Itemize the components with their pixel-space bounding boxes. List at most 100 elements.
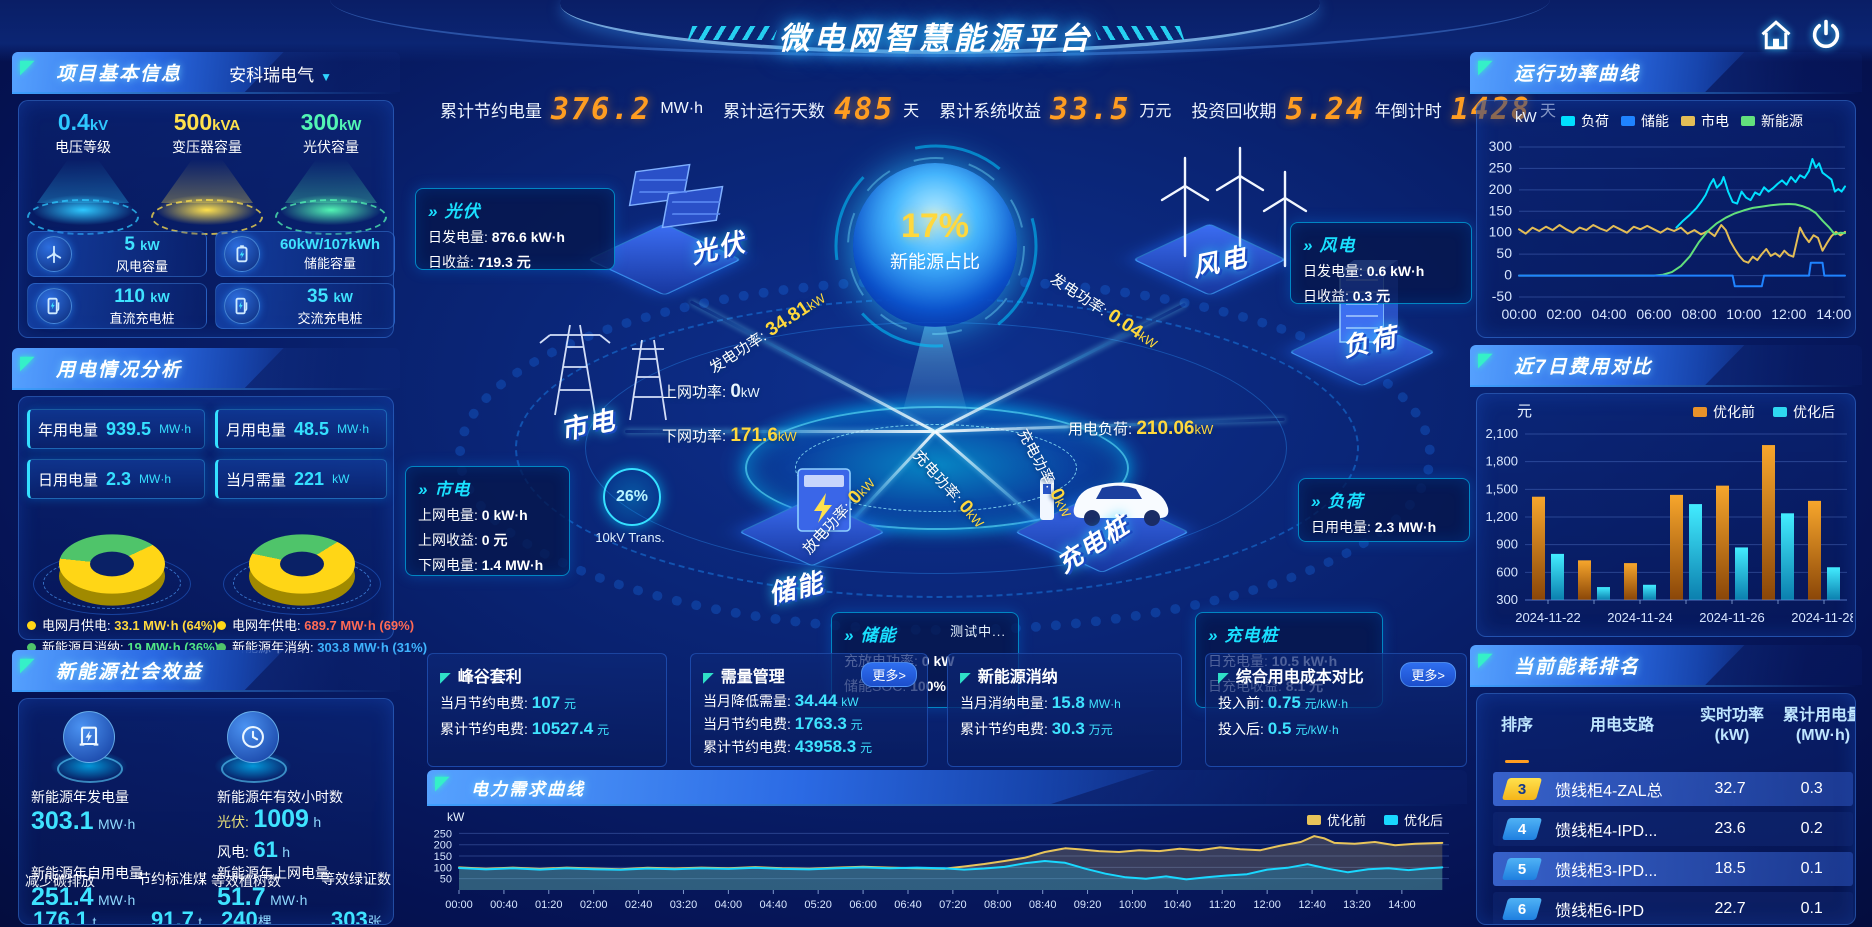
svg-text:0: 0 — [1504, 267, 1512, 283]
company-select[interactable]: 安科瑞电气 ▼ — [229, 61, 332, 86]
selfuse-value: 251.4 MW·h — [31, 883, 135, 912]
power: 22.7 — [1714, 900, 1746, 917]
row-value: 10527.4 — [531, 719, 594, 738]
svg-text:02:00: 02:00 — [580, 899, 608, 911]
chevron-icon: » — [844, 626, 855, 645]
row-unit: 元/kW·h — [1295, 723, 1339, 737]
svg-text:02:40: 02:40 — [625, 899, 653, 911]
clock-icon — [227, 711, 279, 763]
usage-unit: MW·h — [159, 422, 192, 436]
card-title: 需量管理 — [720, 669, 785, 686]
social-body: 新能源年发电量 303.1 MW·h 新能源年有效小时数 光伏: 1009 h … — [18, 698, 394, 925]
transformer-label: 10kV Trans. — [595, 530, 665, 545]
kpi-value: 376.2 — [551, 91, 652, 127]
header-arc-outer — [330, 0, 1550, 57]
line-label: 日收益: — [1303, 288, 1349, 304]
legend-item-load[interactable]: 负荷 — [1561, 111, 1609, 131]
col-energy-unit: (MW·h) — [1795, 727, 1851, 744]
kpi-label: 累计运行天数 — [722, 101, 825, 121]
row-value: 0.75 — [1267, 693, 1301, 712]
usage-label: 日用电量 — [38, 471, 99, 489]
panel-usage-analysis: ◤ 用电情况分析 年用电量 939.5 MW·h 月用电量 48.5 MW·h 日用电量… — [12, 348, 427, 655]
donut-month — [33, 509, 191, 615]
ac-charger-icon — [224, 288, 260, 324]
more-button[interactable]: 更多> — [1400, 662, 1456, 687]
solar-panels-icon — [628, 163, 724, 229]
legend-item-post[interactable]: 优化后 — [1383, 810, 1443, 829]
flow-label: 用电负荷: — [1068, 421, 1133, 438]
usage-demand: 当月需量 221 kW — [215, 459, 387, 499]
renewable-percent-label: 新能源占比 — [890, 252, 980, 272]
svg-text:1,800: 1,800 — [1485, 454, 1518, 469]
card-title: 新能源消纳 — [977, 669, 1058, 686]
card-cost-compare: ◤ 综合用电成本对比 更多> 投入前: 0.75 元/kW·h 投入后: 0.5 … — [1205, 653, 1467, 767]
legend-swatch — [1621, 116, 1635, 126]
header-arc-inner — [560, 0, 1320, 54]
y-axis-unit: kW — [1515, 109, 1537, 126]
col-branch: 用电支路 — [1589, 717, 1654, 734]
wind-turbine-icon — [36, 236, 72, 272]
col-power-unit: (kW) — [1714, 727, 1750, 744]
panel-title: 新能源社会效益 — [56, 662, 204, 683]
row-value: 34.44 — [794, 691, 838, 710]
svg-text:100: 100 — [1489, 224, 1513, 240]
kpi-run-days: 累计运行天数 485 天 — [723, 92, 919, 127]
legend-item-pre[interactable]: 优化前 — [1693, 402, 1755, 422]
kpi-unit: 年 — [1374, 103, 1391, 120]
row-label: 投入前: — [1218, 695, 1264, 711]
wind-turbines-icon — [1160, 146, 1308, 268]
kpi-value: 5.24 — [1285, 91, 1366, 127]
panel-title: 电力需求曲线 — [471, 780, 585, 799]
legend-item-grid[interactable]: 市电 — [1681, 111, 1729, 131]
legend-item-storage[interactable]: 储能 — [1621, 111, 1669, 131]
cert-value: 303张 — [331, 907, 382, 924]
panel-title: 当前能耗排名 — [1514, 657, 1641, 678]
wind-label: 风电: — [217, 844, 249, 860]
usage-year: 年用电量 939.5 MW·h — [27, 409, 205, 449]
svg-text:02:00: 02:00 — [1546, 306, 1581, 322]
row-unit: 元 — [597, 723, 610, 737]
row-label: 累计节约电费: — [960, 721, 1048, 737]
line-value: 0.6 kW·h — [1366, 263, 1425, 279]
header-bar: 微电网智慧能源平台 — [0, 0, 1872, 62]
row-value: 15.8 — [1051, 693, 1085, 712]
chevron-icon: » — [428, 202, 439, 221]
spot-label: 变压器容量 — [172, 139, 242, 155]
legend-item-pre[interactable]: 优化前 — [1306, 810, 1366, 829]
col-energy-title: 累计用电量 — [1782, 707, 1856, 724]
line-label: 日发电量: — [428, 229, 488, 245]
box-title: 光伏 — [444, 202, 481, 221]
line-label: 日发电量: — [1303, 263, 1363, 279]
card-corner-icon: ◤ — [440, 669, 451, 685]
card-demand-mgmt: ◤ 需量管理 更多> 当月降低需量: 34.44 kW 当月节约电费: 1763.… — [690, 653, 928, 767]
legend-item-post[interactable]: 优化后 — [1773, 402, 1835, 422]
home-icon[interactable] — [1758, 17, 1794, 53]
svg-text:150: 150 — [434, 851, 452, 863]
chevron-icon: » — [1311, 492, 1322, 511]
row-label: 当月消纳电量: — [960, 695, 1048, 711]
cap-value: 5 — [124, 233, 135, 255]
unit: t — [92, 914, 97, 925]
svg-text:00:00: 00:00 — [1501, 306, 1536, 322]
page-title: 微电网智慧能源平台 — [778, 21, 1094, 56]
power-icon[interactable] — [1808, 17, 1844, 53]
svg-text:150: 150 — [1489, 202, 1513, 218]
legend-item-renew[interactable]: 新能源 — [1741, 111, 1803, 131]
unit: t — [198, 914, 203, 925]
line-value: 2.3 MW·h — [1374, 519, 1437, 535]
usage-value: 939.5 — [106, 418, 152, 439]
selfuse-label: 新能源年自用电量 — [31, 865, 143, 881]
line-value: 876.6 kW·h — [491, 229, 565, 245]
card-corner-icon: ◤ — [960, 669, 971, 685]
panel-demand-curve: ◤ 电力需求曲线 kW 优化前 优化后 250 200 150 100 50 00:00 0… — [427, 770, 1467, 927]
more-button[interactable]: 更多> — [861, 662, 917, 687]
usage-month: 月用电量 48.5 MW·h — [215, 409, 387, 449]
svg-text:100: 100 — [434, 862, 452, 874]
value: 251.4 — [31, 883, 94, 911]
svg-text:12:40: 12:40 — [1298, 899, 1326, 911]
table-row: 4 馈线柜4-IPD... 23.6 0.2 — [1493, 812, 1853, 846]
panel-title: 用电情况分析 — [56, 360, 183, 381]
panel-social-benefit: ◤ 新能源社会效益 新能源年发电量 303.1 MW·h 新能源年有效小时数 光… — [12, 650, 400, 927]
spot-value: 500 — [173, 109, 213, 135]
